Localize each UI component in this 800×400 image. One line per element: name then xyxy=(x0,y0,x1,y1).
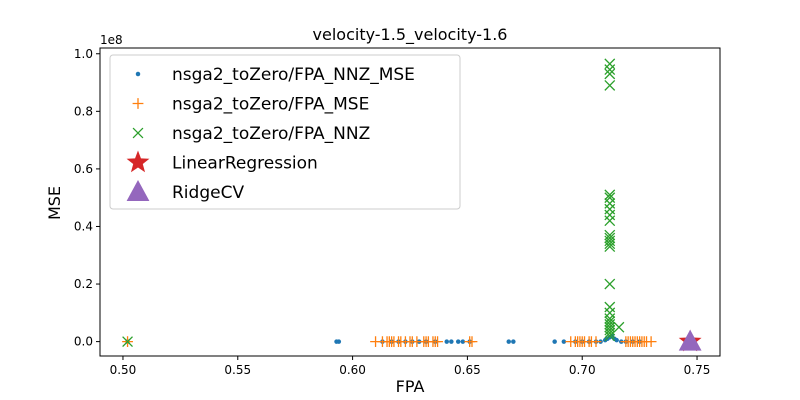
legend-box xyxy=(109,54,461,210)
x-tick-label: 0.55 xyxy=(224,363,251,377)
data-point-x xyxy=(604,203,616,215)
x-tick-label: 0.60 xyxy=(339,363,366,377)
data-point-dot xyxy=(449,339,454,344)
y-tick-label: 0.2 xyxy=(74,277,93,291)
legend-marker-dot xyxy=(135,71,141,77)
data-point-x xyxy=(604,327,616,339)
y-tick-label: 0.0 xyxy=(74,335,93,349)
y-axis-ticks: 0.0 0.2 0.4 0.6 0.8 1.0 xyxy=(74,47,100,349)
legend-label: nsga2_toZero/FPA_NNZ_MSE xyxy=(172,65,415,85)
legend-marker-plus xyxy=(132,98,144,109)
data-point-x xyxy=(604,238,616,250)
data-point-dot xyxy=(460,339,466,344)
axes-frame xyxy=(99,47,721,357)
data-point-x xyxy=(604,80,616,91)
data-point-dot xyxy=(511,339,516,344)
x-axis-label: FPA xyxy=(396,377,425,396)
x-axis-ticks: 0.50 0.55 0.60 0.65 0.70 0.75 xyxy=(110,356,711,377)
data-point-x xyxy=(604,330,616,342)
y-tick-label: 0.8 xyxy=(74,104,93,118)
series-triangle xyxy=(678,329,702,351)
y-axis-label: MSE xyxy=(45,186,64,220)
data-point-x xyxy=(604,68,616,80)
data-point-x xyxy=(604,241,616,253)
data-point-plus xyxy=(590,336,602,348)
data-point-x xyxy=(604,64,616,75)
data-point-dot xyxy=(561,339,567,344)
legend-label: nsga2_toZero/FPA_NNZ xyxy=(172,124,370,144)
data-point-x xyxy=(613,321,625,333)
data-point-dot xyxy=(336,339,342,344)
data-point-plus xyxy=(645,336,657,348)
x-tick-label: 0.75 xyxy=(684,363,711,377)
legend-label: RidgeCV xyxy=(172,183,244,203)
data-point-x xyxy=(122,336,133,348)
data-point-x xyxy=(604,198,616,209)
data-point-dot xyxy=(614,337,619,343)
data-point-x xyxy=(604,215,616,227)
legend-label: LinearRegression xyxy=(172,154,318,174)
data-point-triangle xyxy=(678,329,702,351)
x-tick-label: 0.70 xyxy=(569,363,596,377)
data-point-dot xyxy=(455,339,461,344)
data-point-dot xyxy=(552,339,557,344)
data-point-x xyxy=(604,58,616,70)
data-point-x xyxy=(604,301,616,313)
data-point-dot xyxy=(506,339,511,344)
legend-marker-triangle xyxy=(126,180,150,201)
series-plus xyxy=(122,336,657,348)
legend-marker-x xyxy=(132,127,144,139)
data-point-plus xyxy=(432,336,443,348)
data-point-dot xyxy=(444,339,449,344)
y-axis-offset-label: 1e8 xyxy=(100,33,123,47)
data-point-x xyxy=(604,209,616,221)
legend-marker-star xyxy=(126,150,150,173)
chart-title: velocity-1.5_velocity-1.6 xyxy=(313,25,508,45)
y-tick-label: 0.4 xyxy=(74,219,93,233)
data-point-plus xyxy=(466,336,478,348)
plot-area xyxy=(122,58,702,352)
y-tick-label: 0.6 xyxy=(74,162,93,176)
legend-label: nsga2_toZero/FPA_MSE xyxy=(172,95,369,115)
data-point-x xyxy=(604,278,616,290)
y-tick-label: 1.0 xyxy=(74,47,93,61)
data-point-x xyxy=(604,189,616,201)
x-tick-label: 0.50 xyxy=(110,363,137,377)
data-point-x xyxy=(604,307,616,319)
series-x xyxy=(122,58,625,348)
legend: nsga2_toZero/FPA_NNZ_MSE nsga2_toZero/FPA… xyxy=(109,54,461,210)
series-dot xyxy=(125,333,642,344)
x-tick-label: 0.65 xyxy=(454,363,481,377)
